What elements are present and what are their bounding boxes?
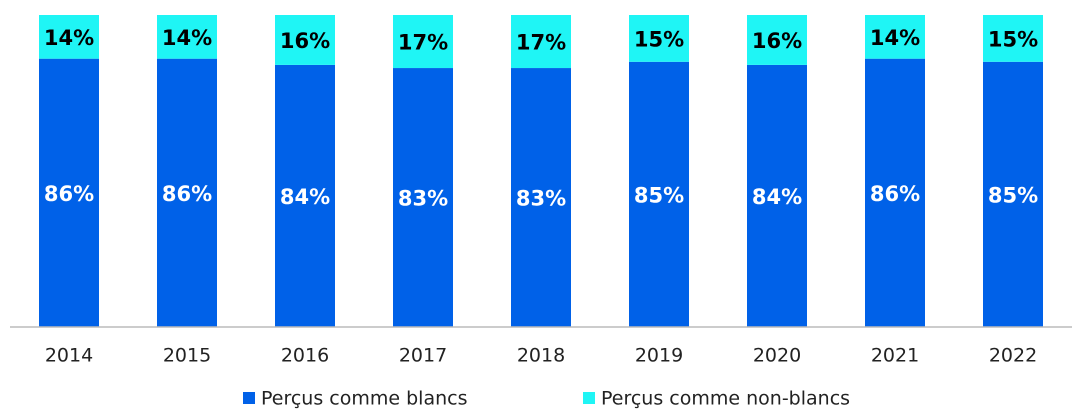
legend-swatch	[583, 392, 595, 404]
legend-label: Perçus comme blancs	[261, 388, 467, 410]
value-label: 14%	[44, 26, 94, 50]
bar-segment	[747, 64, 807, 328]
value-label: 83%	[398, 187, 448, 211]
x-tick-label: 2017	[399, 345, 447, 367]
bar-segment	[157, 58, 217, 328]
bar-segment	[629, 61, 689, 328]
value-label: 14%	[870, 26, 920, 50]
bar-segment	[275, 64, 335, 328]
value-label: 17%	[398, 31, 448, 55]
bar-segment	[393, 15, 453, 69]
x-tick-label: 2019	[635, 345, 683, 367]
value-label: 85%	[988, 183, 1038, 207]
value-label: 85%	[634, 183, 684, 207]
bar-segment	[983, 61, 1043, 328]
bar-segment	[511, 68, 571, 327]
legend-swatch	[243, 392, 255, 404]
bar-segment	[275, 15, 335, 65]
value-label: 17%	[516, 31, 566, 55]
value-label: 16%	[280, 29, 330, 53]
value-label: 83%	[516, 187, 566, 211]
value-label: 84%	[280, 185, 330, 209]
x-tick-label: 2021	[871, 345, 919, 367]
value-label: 86%	[44, 182, 94, 206]
bar-segment	[39, 58, 99, 328]
x-tick-label: 2020	[753, 345, 801, 367]
x-tick-label: 2016	[281, 345, 329, 367]
bar-segment	[983, 15, 1043, 62]
x-tick-label: 2014	[45, 345, 93, 367]
x-tick-label: 2015	[163, 345, 211, 367]
value-label: 15%	[988, 27, 1038, 51]
bar-segment	[39, 15, 99, 59]
value-label: 86%	[162, 182, 212, 206]
bar-segment	[511, 15, 571, 69]
x-tick-label: 2018	[517, 345, 565, 367]
value-label: 14%	[162, 26, 212, 50]
bar-segment	[157, 15, 217, 59]
value-label: 16%	[752, 29, 802, 53]
bar-segment	[629, 15, 689, 62]
x-tick-label: 2022	[989, 345, 1037, 367]
value-label: 86%	[870, 182, 920, 206]
bar-segment	[865, 15, 925, 59]
value-label: 84%	[752, 185, 802, 209]
bar-segment	[393, 68, 453, 327]
value-label: 15%	[634, 27, 684, 51]
bar-segment	[865, 58, 925, 328]
bar-segment	[747, 15, 807, 65]
legend-label: Perçus comme non-blancs	[601, 388, 850, 410]
